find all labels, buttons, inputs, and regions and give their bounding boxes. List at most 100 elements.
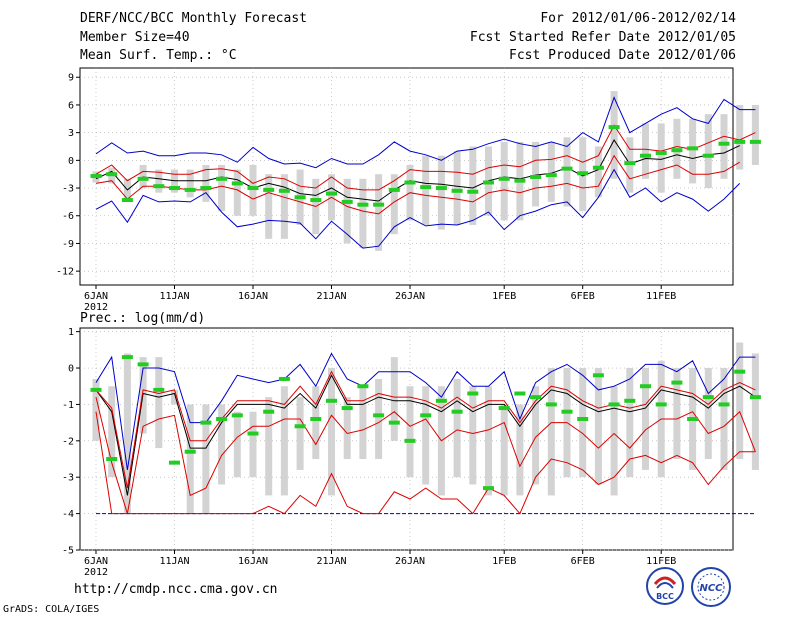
precip-series-inner-lower bbox=[95, 396, 756, 514]
precip-y-tick-label: -1 bbox=[62, 400, 74, 411]
temp-spread-box bbox=[563, 137, 571, 207]
precip-spread-box bbox=[265, 397, 273, 496]
temp-y-tick-label: -3 bbox=[62, 184, 74, 195]
precip-y-tick-label: -3 bbox=[62, 473, 74, 484]
precip-x-tick-label: 21JAN bbox=[316, 556, 346, 567]
temp-member-marker bbox=[294, 195, 306, 200]
temp-spread-box bbox=[186, 169, 194, 198]
precip-spread-box bbox=[359, 386, 367, 460]
precip-series-ensemble-mean bbox=[95, 374, 756, 496]
temp-member-marker bbox=[514, 178, 526, 183]
temp-spread-box bbox=[218, 164, 226, 212]
precip-member-marker bbox=[200, 420, 212, 425]
forecast-started: Fcst Started Refer Date 2012/01/05 bbox=[469, 30, 736, 45]
bcc-logo-text: BCC bbox=[656, 592, 674, 601]
member-size: Member Size=40 bbox=[80, 30, 190, 45]
temp-spread-box bbox=[249, 164, 257, 216]
precip-spread-box bbox=[579, 368, 587, 478]
precip-member-marker bbox=[687, 416, 699, 421]
temp-x-tick-label: 16JAN bbox=[238, 291, 268, 302]
precip-member-marker bbox=[483, 486, 494, 491]
precip-spread-box bbox=[642, 368, 649, 470]
precip-spread-box bbox=[516, 404, 524, 496]
temp-spread-box bbox=[704, 114, 712, 189]
precip-spread-box bbox=[280, 386, 288, 496]
precip-member-marker bbox=[624, 398, 636, 403]
precip-spread-box bbox=[485, 386, 492, 496]
bcc-logo: BCC bbox=[646, 567, 684, 605]
temp-spread-box bbox=[500, 141, 508, 221]
precip-x-tick-label: 11JAN bbox=[159, 556, 189, 567]
ncc-logo: NCC bbox=[691, 567, 731, 607]
temp-member-marker bbox=[671, 148, 683, 153]
precip-member-marker bbox=[184, 449, 196, 454]
precip-member-marker bbox=[498, 406, 510, 411]
precip-member-marker bbox=[530, 395, 542, 400]
precip-panel: 1 0 -1 -2 -3 -4 -5 6JAN 11JAN 16JAN 21JAN 26JAN 1FEB… bbox=[62, 327, 761, 578]
temp-member-marker bbox=[530, 174, 542, 179]
temp-spread-box bbox=[547, 141, 555, 202]
precip-y-tick-label: -4 bbox=[62, 509, 74, 520]
temp-member-marker bbox=[247, 186, 259, 191]
temp-spread-box bbox=[280, 174, 288, 239]
precip-spread-box bbox=[218, 404, 226, 485]
temp-y-tick-label: 6 bbox=[68, 100, 74, 111]
temp-member-marker bbox=[404, 180, 416, 185]
precip-member-marker bbox=[451, 409, 463, 414]
precip-x-tick-label: 6JAN bbox=[84, 556, 108, 567]
precip-member-marker bbox=[294, 424, 306, 429]
precip-spread-box bbox=[343, 397, 351, 460]
temp-spread-box bbox=[359, 178, 367, 249]
precip-member-marker bbox=[640, 384, 651, 389]
temp-y-tick-label: -9 bbox=[62, 239, 74, 250]
precip-panel-frame bbox=[79, 327, 734, 551]
precip-member-marker bbox=[561, 409, 573, 414]
temp-spread-box bbox=[532, 141, 540, 207]
precip-member-marker bbox=[357, 384, 369, 389]
precip-spread-box bbox=[312, 386, 320, 460]
precip-spread-box bbox=[375, 378, 383, 460]
precip-spread-box bbox=[673, 368, 681, 460]
temp-panel-frame bbox=[79, 67, 734, 286]
precip-spread-box bbox=[453, 378, 461, 478]
ncc-logo-text: NCC bbox=[699, 583, 723, 594]
precip-spread-box bbox=[328, 368, 335, 496]
temp-spread-box bbox=[390, 174, 398, 235]
precip-spread-box bbox=[233, 411, 241, 478]
temp-member-marker bbox=[718, 141, 730, 146]
footer-url[interactable]: http://cmdp.ncc.cma.gov.cn bbox=[74, 582, 278, 597]
temp-member-marker bbox=[357, 202, 369, 207]
temp-member-marker bbox=[640, 153, 651, 158]
temp-x-tick-label: 6JAN bbox=[84, 291, 108, 302]
temp-member-marker bbox=[577, 171, 589, 176]
temp-member-marker bbox=[310, 198, 322, 203]
temp-member-marker bbox=[420, 185, 432, 190]
precip-member-marker bbox=[373, 413, 385, 418]
temp-member-marker bbox=[687, 146, 699, 151]
precip-x-tick-label: 16JAN bbox=[238, 556, 268, 567]
precip-spread-box bbox=[610, 386, 618, 496]
temp-member-marker bbox=[106, 172, 118, 177]
precip-spread-box bbox=[186, 404, 194, 514]
precip-member-marker bbox=[106, 457, 118, 462]
temp-spread-box bbox=[343, 178, 351, 244]
precip-spread-box bbox=[422, 386, 430, 485]
temp-member-marker bbox=[734, 139, 746, 144]
precip-member-marker bbox=[326, 398, 337, 403]
temp-y-tick-label: 3 bbox=[68, 128, 74, 139]
precip-spread-box bbox=[108, 386, 116, 478]
variable-label: Mean Surf. Temp.: °C bbox=[80, 48, 237, 63]
temp-member-marker bbox=[231, 181, 243, 186]
temp-panel: 9 6 3 0 -3 -6 -9 -12 6JAN 11JAN 16JAN 21JAN 26JAN 1FE… bbox=[56, 68, 761, 313]
temp-spread-box bbox=[689, 118, 697, 184]
temp-member-marker bbox=[655, 150, 667, 155]
temp-member-marker bbox=[702, 153, 714, 158]
temp-spread-box bbox=[469, 146, 477, 225]
precip-spread-box bbox=[547, 368, 555, 496]
temp-y-tick-label: 9 bbox=[68, 73, 74, 84]
precip-member-marker bbox=[169, 460, 180, 465]
precip-member-marker bbox=[514, 391, 526, 396]
precip-member-marker bbox=[231, 413, 243, 418]
precip-member-marker bbox=[137, 362, 149, 367]
temp-member-marker bbox=[498, 176, 510, 181]
